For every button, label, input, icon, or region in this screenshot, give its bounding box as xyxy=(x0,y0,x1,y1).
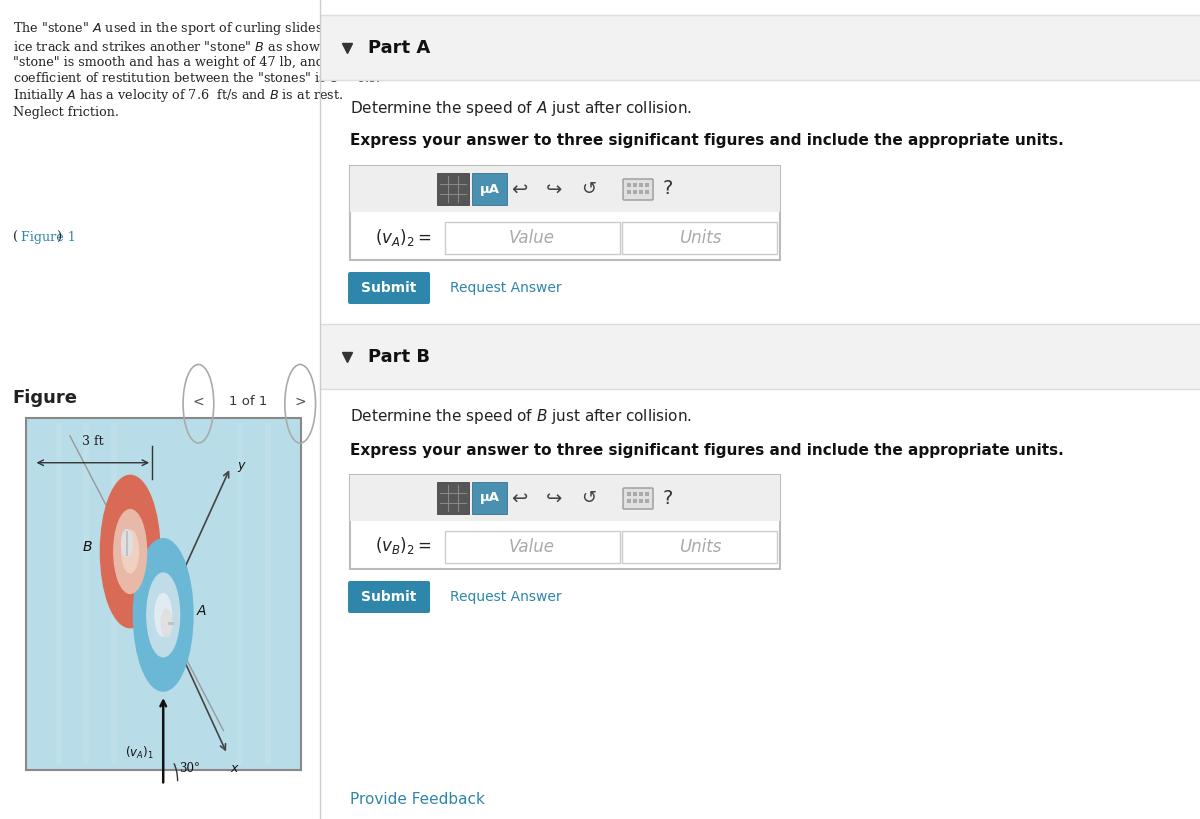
Text: Value: Value xyxy=(509,538,556,556)
FancyBboxPatch shape xyxy=(350,166,780,212)
Text: $(v_A)_1$: $(v_A)_1$ xyxy=(125,744,154,761)
FancyBboxPatch shape xyxy=(320,15,1200,80)
Text: 3 ft: 3 ft xyxy=(82,435,103,448)
FancyBboxPatch shape xyxy=(634,183,637,187)
FancyBboxPatch shape xyxy=(634,492,637,496)
FancyBboxPatch shape xyxy=(640,499,643,503)
Text: ↺: ↺ xyxy=(582,180,596,198)
FancyBboxPatch shape xyxy=(623,179,653,200)
FancyBboxPatch shape xyxy=(640,190,643,194)
Text: $A$: $A$ xyxy=(196,604,208,618)
Circle shape xyxy=(101,475,160,627)
FancyBboxPatch shape xyxy=(25,418,301,770)
FancyBboxPatch shape xyxy=(622,531,778,563)
Text: µA: µA xyxy=(480,183,499,196)
Text: Express your answer to three significant figures and include the appropriate uni: Express your answer to three significant… xyxy=(350,442,1063,458)
FancyBboxPatch shape xyxy=(350,475,780,521)
Circle shape xyxy=(114,509,146,594)
Circle shape xyxy=(146,573,180,657)
Text: $x$: $x$ xyxy=(230,762,240,776)
Text: Provide Feedback: Provide Feedback xyxy=(350,793,485,808)
FancyBboxPatch shape xyxy=(623,488,653,509)
Text: Units: Units xyxy=(679,229,721,247)
FancyBboxPatch shape xyxy=(628,492,631,496)
Text: Submit: Submit xyxy=(361,590,416,604)
FancyBboxPatch shape xyxy=(646,492,649,496)
FancyBboxPatch shape xyxy=(445,222,620,254)
FancyBboxPatch shape xyxy=(445,531,620,563)
FancyBboxPatch shape xyxy=(640,183,643,187)
Text: Units: Units xyxy=(679,538,721,556)
Circle shape xyxy=(161,609,172,637)
Circle shape xyxy=(121,530,132,557)
FancyBboxPatch shape xyxy=(350,475,780,569)
FancyBboxPatch shape xyxy=(320,324,1200,389)
Text: ↪: ↪ xyxy=(546,179,563,198)
Text: Request Answer: Request Answer xyxy=(450,590,562,604)
FancyBboxPatch shape xyxy=(348,272,430,304)
Text: Express your answer to three significant figures and include the appropriate uni: Express your answer to three significant… xyxy=(350,133,1063,148)
Text: $(v_A)_2 =$: $(v_A)_2 =$ xyxy=(376,227,432,247)
Text: ↪: ↪ xyxy=(546,488,563,508)
Circle shape xyxy=(133,539,193,691)
Text: ↩: ↩ xyxy=(511,488,527,508)
FancyBboxPatch shape xyxy=(628,499,631,503)
FancyBboxPatch shape xyxy=(437,173,469,205)
Text: ↺: ↺ xyxy=(582,489,596,507)
Text: µA: µA xyxy=(480,491,499,505)
FancyBboxPatch shape xyxy=(634,190,637,194)
Text: <: < xyxy=(193,394,204,409)
FancyBboxPatch shape xyxy=(622,222,778,254)
FancyBboxPatch shape xyxy=(348,581,430,613)
FancyBboxPatch shape xyxy=(646,499,649,503)
Text: ?: ? xyxy=(662,179,673,198)
Text: Determine the speed of $\mathit{A}$ just after collision.: Determine the speed of $\mathit{A}$ just… xyxy=(350,98,692,117)
Text: The "stone" $\mathit{A}$ used in the sport of curling slides over the
ice track : The "stone" $\mathit{A}$ used in the spo… xyxy=(13,20,380,120)
FancyBboxPatch shape xyxy=(437,482,469,514)
Text: >: > xyxy=(294,394,306,409)
FancyBboxPatch shape xyxy=(646,190,649,194)
FancyBboxPatch shape xyxy=(646,183,649,187)
FancyBboxPatch shape xyxy=(628,183,631,187)
Text: 30°: 30° xyxy=(179,762,200,776)
Text: ?: ? xyxy=(662,488,673,508)
FancyBboxPatch shape xyxy=(628,190,631,194)
Text: Request Answer: Request Answer xyxy=(450,281,562,295)
Text: Part A: Part A xyxy=(368,39,431,57)
FancyBboxPatch shape xyxy=(472,173,508,205)
FancyBboxPatch shape xyxy=(350,166,780,260)
Text: Value: Value xyxy=(509,229,556,247)
Text: Determine the speed of $\mathit{B}$ just after collision.: Determine the speed of $\mathit{B}$ just… xyxy=(350,408,692,427)
Text: Figure: Figure xyxy=(13,389,78,407)
Text: (: ( xyxy=(13,231,18,244)
Circle shape xyxy=(155,594,172,636)
FancyBboxPatch shape xyxy=(634,499,637,503)
Text: ): ) xyxy=(56,231,61,244)
Text: $(v_B)_2 =$: $(v_B)_2 =$ xyxy=(376,536,432,556)
Text: 1 of 1: 1 of 1 xyxy=(229,395,268,408)
Circle shape xyxy=(122,530,138,572)
FancyBboxPatch shape xyxy=(640,492,643,496)
FancyBboxPatch shape xyxy=(472,482,508,514)
Text: Submit: Submit xyxy=(361,281,416,295)
Text: ↩: ↩ xyxy=(511,179,527,198)
Text: Part B: Part B xyxy=(368,348,430,366)
Text: $y$: $y$ xyxy=(236,460,247,474)
Text: Figure 1: Figure 1 xyxy=(20,231,76,244)
Text: $B$: $B$ xyxy=(82,541,92,554)
